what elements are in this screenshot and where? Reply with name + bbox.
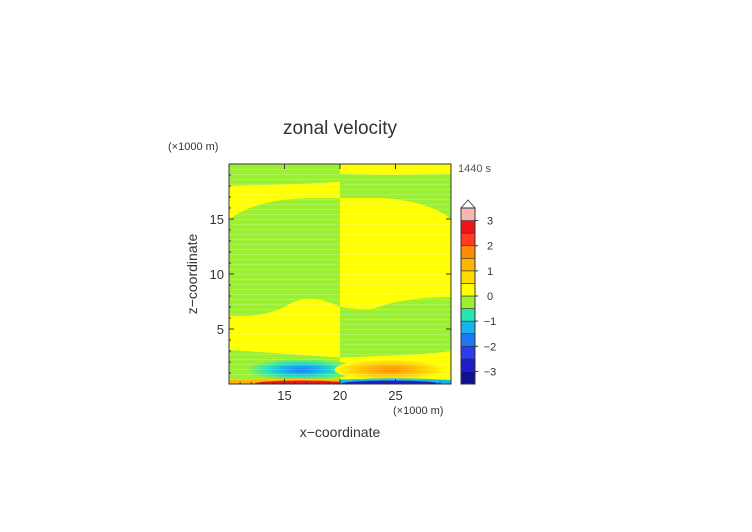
- colorbar-swatch: [460, 333, 476, 347]
- right-surface-negative: [340, 380, 440, 384]
- colorbar-swatch: [460, 207, 476, 221]
- y-tick-label: 5: [217, 322, 224, 337]
- colorbar-swatch: [460, 345, 476, 360]
- colorbar-swatch: [460, 245, 476, 259]
- x-tick-label: 15: [277, 388, 291, 403]
- colorbar-swatch: [460, 371, 476, 385]
- colorbar-tick-label: 1: [487, 266, 493, 278]
- region-right-lower-green: [340, 297, 451, 358]
- chart-title: zonal velocity: [283, 118, 398, 139]
- left-surface-positive: [253, 380, 349, 384]
- x-axis: 15 20 25: [228, 164, 452, 403]
- colorbar-swatch: [460, 320, 476, 335]
- colorbar-tick-label: 2: [487, 241, 493, 253]
- region-left-middle-green: [229, 198, 340, 317]
- y-tick-label: 15: [210, 212, 224, 227]
- x-tick-label: 20: [333, 388, 347, 403]
- region-left-top-green: [229, 164, 340, 186]
- colorbar-tick-label: 3: [487, 216, 493, 228]
- y-axis: 5 10 15: [210, 163, 451, 385]
- contour-field: [229, 164, 451, 384]
- y-tick-label: 10: [210, 267, 224, 282]
- colorbar-swatch: [460, 232, 476, 247]
- time-label: 1440 s: [458, 163, 492, 175]
- colorbar-extend-arrow: [460, 199, 476, 209]
- colorbar-tick-label: 0: [487, 291, 493, 303]
- colorbar-tick-label: −3: [484, 366, 497, 378]
- x-axis-label: x−coordinate: [300, 424, 381, 440]
- colorbar: 3 2 1 0 −1 −2 −3: [460, 199, 497, 385]
- colorbar-swatch: [460, 295, 476, 309]
- region-right-upper-green: [340, 173, 451, 219]
- colorbar-swatch: [460, 220, 476, 234]
- colorbar-swatch: [460, 257, 476, 272]
- colorbar-swatch: [460, 283, 476, 297]
- region-right-middle-yellow: [340, 198, 451, 310]
- x-unit-label: (×1000 m): [393, 405, 443, 417]
- colorbar-swatch: [460, 358, 476, 372]
- colorbar-tick-label: −2: [484, 341, 497, 353]
- left-negative-jet: [245, 358, 357, 381]
- region-right-top-yellow: [340, 164, 451, 175]
- colorbar-swatch: [460, 308, 476, 322]
- colorbar-swatch: [460, 270, 476, 284]
- y-unit-label: (×1000 m): [168, 141, 218, 153]
- right-positive-jet: [334, 359, 446, 380]
- x-tick-label: 25: [388, 388, 402, 403]
- y-axis-label: z−coordinate: [184, 234, 200, 315]
- colorbar-tick-label: −1: [484, 316, 497, 328]
